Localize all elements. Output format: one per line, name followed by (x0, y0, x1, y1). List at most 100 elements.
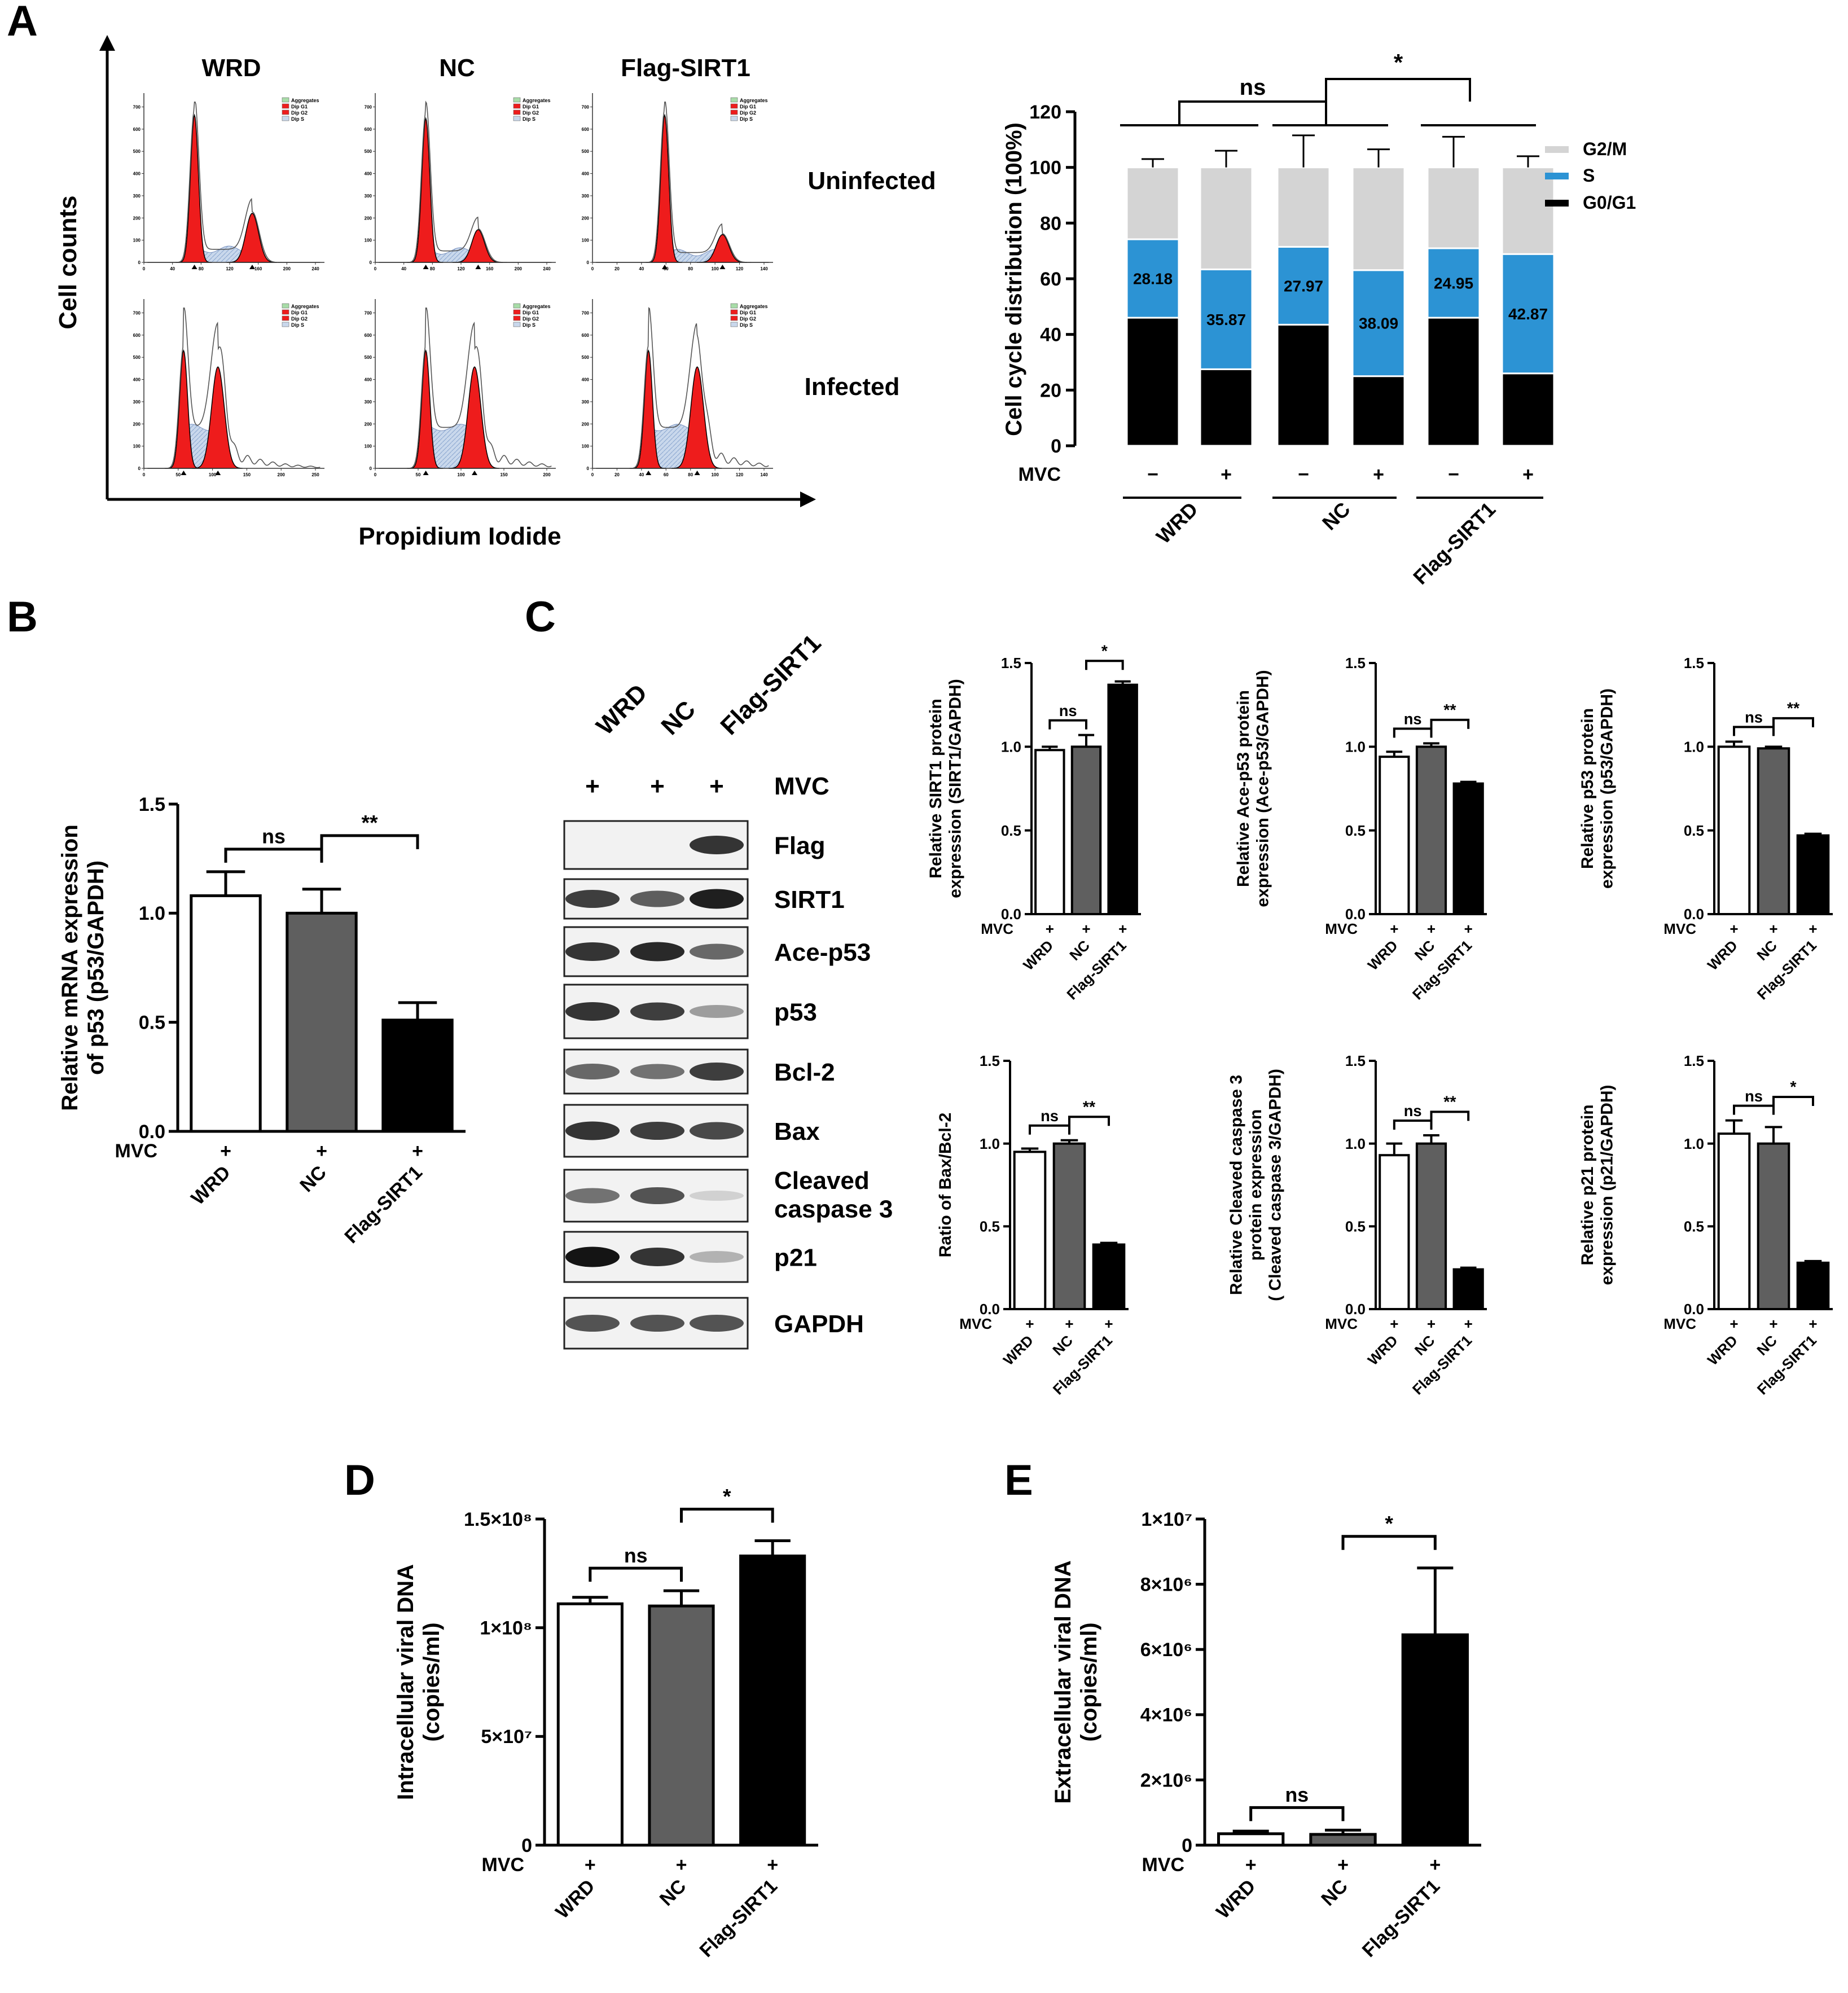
histogram-y-tick-label-line: 300 (365, 194, 372, 199)
y-tick-label-line: 0.5 (980, 1218, 1000, 1235)
flow-row-label: Infected (805, 373, 900, 401)
bar (1379, 756, 1410, 915)
bar (286, 911, 358, 1133)
y-tick-label: 5×10⁷ (481, 1726, 532, 1748)
bar (381, 1019, 454, 1133)
band-label-line: p21 (774, 1244, 817, 1272)
histogram-y-tick-label-line: 400 (582, 172, 590, 177)
histogram-y-tick-label: 200 (133, 216, 141, 221)
histogram-x-tick-label-line: 200 (283, 266, 291, 271)
band-label-line: caspase 3 (774, 1196, 893, 1223)
legend-swatch (513, 116, 521, 121)
legend-label: Aggregates (291, 98, 319, 103)
lane-label-line: NC (656, 695, 701, 740)
histogram-x-tick-label-line: 0 (591, 472, 594, 477)
y-axis-label: Relative mRNA expressionof p53 (p53/GAPD… (58, 824, 108, 1111)
lane-label: NC (656, 695, 701, 740)
bracket-ns-label: ns (624, 1544, 648, 1567)
lane-label: WRD (591, 679, 652, 740)
bracket-sig-label-line: * (1101, 642, 1108, 660)
histogram-y-tick-label-line: 0 (587, 466, 590, 471)
histogram-y-tick-label: 100 (133, 238, 141, 243)
blot-band (565, 1315, 620, 1332)
y-tick-label: 0.0 (980, 1301, 1000, 1318)
histogram-y-tick-label: 600 (365, 333, 372, 338)
blot-band (690, 889, 744, 909)
bar (1757, 747, 1790, 916)
histogram-x-tick-label: 120 (736, 472, 744, 477)
bracket-ns-label: ns (1404, 1102, 1422, 1120)
bar (1034, 749, 1065, 916)
y-tick-label: 1.0 (1001, 738, 1021, 755)
legend-label: Dip G1 (740, 104, 756, 109)
bracket-sig-label: ** (1787, 700, 1800, 718)
stack-segment-G2M (1501, 166, 1555, 255)
y-tick-label: 0.5 (1001, 822, 1021, 839)
treatment-mark-line: + (1337, 1854, 1349, 1876)
histogram-x-tick-label-line: 200 (515, 266, 523, 271)
histogram-x-tick-label-line: 200 (543, 472, 551, 477)
y-tick-label-line: 80 (1040, 213, 1061, 234)
band-label-line: p53 (774, 999, 817, 1026)
legend-swatch (513, 322, 521, 327)
y-tick-label-line: 120 (1029, 102, 1061, 123)
lane-label-line: Flag-SIRT1 (715, 629, 826, 740)
blot-band (630, 1315, 684, 1332)
treatment-mark: + (1769, 920, 1777, 937)
histogram-y-tick-label-line: 600 (365, 333, 372, 338)
y-axis-label-line: Intracellular viral DNA (393, 1564, 418, 1800)
category-label-line: WRD (1000, 1332, 1037, 1368)
blot-band (690, 1191, 744, 1201)
histogram-y-tick-label-line: 300 (582, 194, 590, 199)
category-label: WRD (551, 1876, 599, 1923)
panel-letter-e: E (1004, 1456, 1033, 1504)
segment-value-label-line: 27.97 (1284, 277, 1323, 295)
histogram-x-tick-label-line: 0 (143, 472, 146, 477)
bracket-ns (224, 848, 323, 863)
legend-label: Dip G1 (291, 104, 308, 109)
category-label: Flag-SIRT1 (1358, 1876, 1444, 1961)
bracket-sig (1772, 717, 1814, 727)
band-label-line: GAPDH (774, 1310, 864, 1338)
y-tick-label-line: 1.5 (1001, 655, 1021, 671)
histogram-x-tick-label: 50 (175, 472, 181, 477)
y-tick-label: 0.0 (1345, 906, 1366, 923)
treatment-mark-line: + (1245, 1854, 1257, 1876)
category-label: WRD (1020, 937, 1056, 973)
histogram-y-tick-label: 300 (582, 400, 590, 405)
category-label-line: NC (1411, 937, 1438, 964)
y-axis-label-line: (copies/ml) (419, 1622, 444, 1741)
bracket-sig (1085, 660, 1124, 670)
y-axis-label-line: Ratio of Bax/Bcl-2 (936, 1113, 955, 1258)
bracket-ns-label: ns (262, 826, 286, 848)
y-tick-label-line: 8×10⁶ (1140, 1574, 1192, 1596)
treatment-mark-line: + (676, 1854, 687, 1876)
y-axis-label: Relative SIRT1 proteinexpression (SIRT1/… (927, 679, 965, 898)
y-tick-label-line: 0.5 (1684, 822, 1704, 839)
treatment-mark-line: + (767, 1854, 778, 1876)
histogram-y-tick-label-line: 200 (133, 422, 141, 427)
bracket-ns-label-line: ns (1240, 75, 1266, 100)
histogram-x-tick-label: 250 (311, 472, 319, 477)
bracket-sig (1430, 718, 1470, 729)
blot-band (690, 943, 744, 960)
y-tick-label-line: 0 (521, 1835, 532, 1856)
legend-label-line: Dip G1 (523, 310, 539, 315)
y-axis-label-line: Relative Cleaved caspase 3 (1227, 1075, 1246, 1295)
stack-segment-G2M (1276, 166, 1331, 248)
legend-label-line: Aggregates (523, 304, 551, 309)
legend-label-line: Dip G1 (291, 104, 308, 109)
histogram-envelope (596, 102, 769, 263)
stack-segment-G0G1 (1501, 372, 1555, 447)
bar (1717, 1132, 1751, 1310)
category-label: Flag-SIRT1 (696, 1876, 782, 1961)
y-tick-label: 1.0 (1684, 738, 1704, 755)
treatment-mark-line: + (1046, 920, 1054, 937)
category-label: WRD (1704, 937, 1741, 973)
legend-label-line: Dip G1 (740, 104, 756, 109)
blot-band (565, 1188, 620, 1204)
y-tick-label: 2×10⁶ (1140, 1770, 1192, 1791)
treatment-label: MVC (1663, 1315, 1696, 1332)
legend-label-line: Dip S (740, 322, 753, 328)
y-tick-label-line: 0 (1051, 436, 1061, 457)
